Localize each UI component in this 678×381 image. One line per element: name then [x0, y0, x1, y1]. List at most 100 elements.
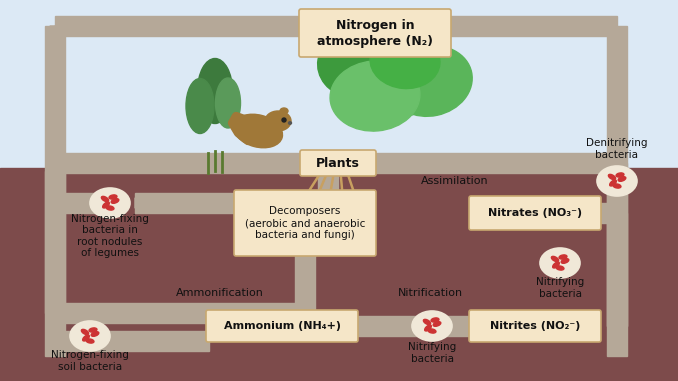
Ellipse shape — [561, 259, 569, 263]
Polygon shape — [373, 154, 612, 172]
Ellipse shape — [370, 34, 440, 88]
Bar — [55, 303, 305, 323]
Bar — [317, 214, 323, 228]
Text: Nitrogen-fixing
bacteria in
root nodules
of legumes: Nitrogen-fixing bacteria in root nodules… — [71, 214, 149, 258]
FancyBboxPatch shape — [234, 190, 376, 256]
Polygon shape — [296, 251, 314, 311]
Bar — [55, 193, 115, 213]
Polygon shape — [135, 194, 240, 212]
Bar — [302, 219, 308, 233]
Ellipse shape — [90, 188, 130, 218]
Ellipse shape — [433, 322, 441, 326]
Ellipse shape — [233, 114, 283, 148]
Bar — [45, 26, 65, 356]
Bar — [0, 168, 678, 381]
Text: Nitrates (NO₃⁻): Nitrates (NO₃⁻) — [488, 208, 582, 218]
Bar — [295, 251, 315, 311]
Bar — [45, 171, 65, 313]
Ellipse shape — [89, 328, 97, 332]
Ellipse shape — [102, 202, 109, 208]
Text: Decomposers
(aerobic and anaerobic
bacteria and fungi): Decomposers (aerobic and anaerobic bacte… — [245, 206, 365, 240]
Ellipse shape — [111, 199, 119, 203]
Polygon shape — [355, 317, 475, 335]
Polygon shape — [55, 154, 303, 172]
Polygon shape — [55, 194, 115, 212]
Bar — [607, 163, 627, 326]
Ellipse shape — [109, 195, 117, 199]
Text: Nitrites (NO₂⁻): Nitrites (NO₂⁻) — [490, 321, 580, 331]
Polygon shape — [608, 213, 626, 311]
Ellipse shape — [610, 180, 616, 186]
Ellipse shape — [265, 111, 291, 131]
Text: Nitrifying
bacteria: Nitrifying bacteria — [536, 277, 584, 299]
Ellipse shape — [424, 325, 431, 331]
Ellipse shape — [86, 339, 94, 343]
Ellipse shape — [613, 184, 621, 188]
Ellipse shape — [618, 177, 626, 181]
Ellipse shape — [428, 329, 436, 333]
Bar — [595, 203, 617, 223]
Ellipse shape — [423, 319, 431, 325]
Polygon shape — [46, 26, 64, 161]
Ellipse shape — [313, 210, 327, 215]
Bar — [607, 213, 627, 326]
Bar — [55, 153, 303, 173]
Ellipse shape — [278, 208, 298, 219]
Polygon shape — [60, 304, 209, 322]
Ellipse shape — [597, 166, 637, 196]
Polygon shape — [608, 228, 626, 313]
Ellipse shape — [309, 207, 331, 218]
Text: Plants: Plants — [316, 157, 360, 170]
Ellipse shape — [106, 206, 114, 210]
Bar — [285, 216, 291, 230]
Bar — [355, 316, 475, 336]
Bar — [55, 16, 302, 36]
Text: Denitrifying
bacteria: Denitrifying bacteria — [586, 138, 647, 160]
Ellipse shape — [553, 262, 559, 268]
Ellipse shape — [259, 210, 267, 216]
Ellipse shape — [296, 211, 314, 223]
Ellipse shape — [551, 256, 559, 262]
Ellipse shape — [556, 266, 564, 270]
Ellipse shape — [70, 321, 110, 351]
Bar — [135, 193, 240, 213]
Ellipse shape — [102, 196, 108, 202]
Polygon shape — [55, 17, 135, 35]
Ellipse shape — [266, 221, 275, 227]
Ellipse shape — [282, 211, 294, 216]
Ellipse shape — [330, 61, 420, 131]
Ellipse shape — [616, 173, 624, 177]
FancyBboxPatch shape — [469, 196, 601, 230]
Text: Nitrogen in
atmosphere (N₂): Nitrogen in atmosphere (N₂) — [317, 19, 433, 48]
Ellipse shape — [559, 255, 567, 259]
Text: Nitrifying
bacteria: Nitrifying bacteria — [408, 342, 456, 364]
Ellipse shape — [608, 174, 616, 180]
Text: Ammonification: Ammonification — [176, 288, 264, 298]
Ellipse shape — [261, 216, 268, 224]
Ellipse shape — [216, 78, 241, 128]
Ellipse shape — [317, 34, 393, 99]
Bar — [55, 331, 209, 351]
Ellipse shape — [83, 335, 89, 341]
Polygon shape — [608, 36, 626, 351]
Ellipse shape — [540, 248, 580, 278]
Ellipse shape — [197, 59, 233, 123]
Ellipse shape — [272, 213, 280, 219]
Ellipse shape — [280, 108, 288, 114]
Ellipse shape — [431, 318, 439, 322]
Ellipse shape — [335, 34, 445, 118]
FancyBboxPatch shape — [299, 9, 451, 57]
Polygon shape — [319, 176, 337, 248]
Polygon shape — [595, 204, 617, 222]
Ellipse shape — [186, 78, 214, 133]
FancyBboxPatch shape — [469, 310, 601, 342]
Polygon shape — [115, 332, 209, 350]
Bar — [448, 16, 617, 36]
Bar — [373, 153, 617, 173]
Ellipse shape — [282, 118, 286, 122]
Bar — [607, 26, 627, 356]
Text: Nitrogen-fixing
soil bacteria: Nitrogen-fixing soil bacteria — [51, 350, 129, 372]
Text: Ammonium (NH₄+): Ammonium (NH₄+) — [224, 321, 340, 331]
Ellipse shape — [300, 215, 311, 219]
Text: Assimilation: Assimilation — [421, 176, 489, 186]
